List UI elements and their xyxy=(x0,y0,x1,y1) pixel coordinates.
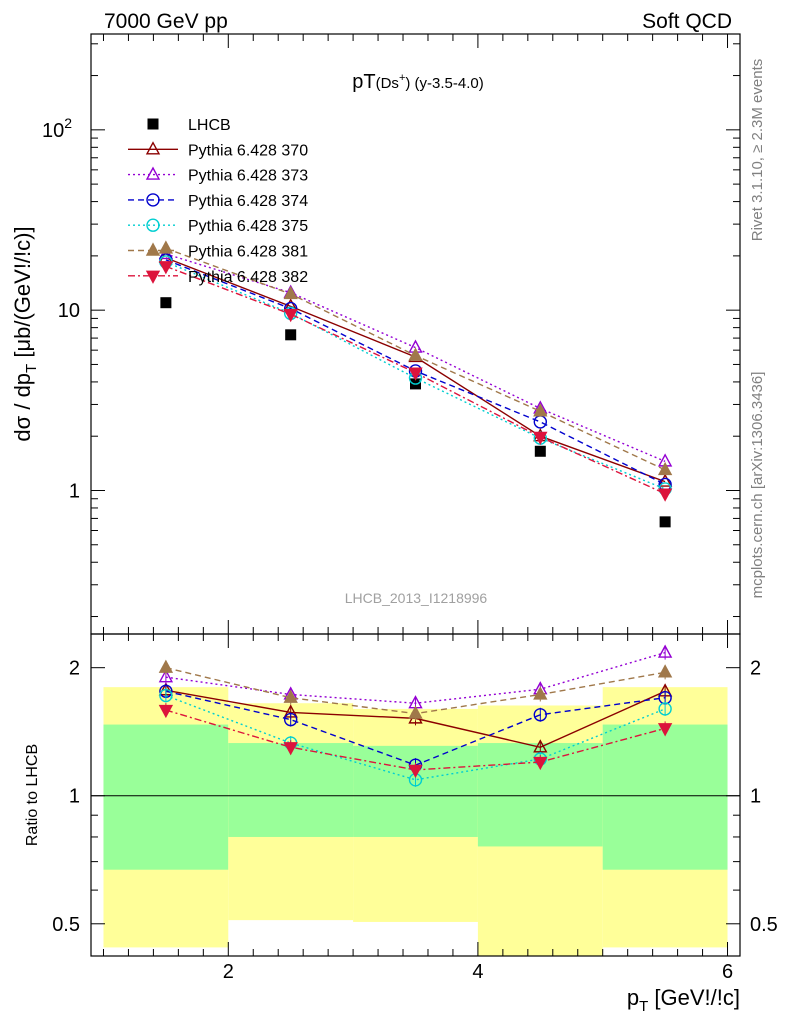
analysis-watermark: LHCB_2013_I1218996 xyxy=(345,590,488,606)
legend-label: Pythia 6.428 382 xyxy=(188,269,308,286)
data-point xyxy=(657,488,673,502)
legend-entry: Pythia 6.428 373 xyxy=(128,166,308,185)
ratio-y-tick-label-right: 0.5 xyxy=(750,914,778,936)
legend-marker xyxy=(145,242,161,256)
data-point xyxy=(533,431,548,446)
series-pythia-6-428-381 xyxy=(158,659,673,721)
data-point xyxy=(158,659,174,673)
plot-title: pT(Ds+) (y-3.5-4.0) xyxy=(352,71,483,93)
side-label-rivet: Rivet 3.1.10, ≥ 2.3M events xyxy=(749,59,766,242)
data-point xyxy=(657,473,673,487)
x-tick-label: 2 xyxy=(223,961,234,983)
legend-marker xyxy=(145,141,161,155)
data-point xyxy=(533,686,548,700)
ratio-y-axis-label: Ratio to LHCB xyxy=(24,744,41,846)
data-point xyxy=(534,445,546,457)
main-y-tick-label: 102 xyxy=(42,115,72,142)
data-point xyxy=(408,705,423,719)
data-point xyxy=(158,704,174,719)
data-point xyxy=(657,461,673,476)
legend-entry: LHCB xyxy=(147,117,231,134)
legend: LHCB Pythia 6.428 370 Pythia 6.428 373 Pyth… xyxy=(128,117,308,286)
legend-label: Pythia 6.428 374 xyxy=(188,193,308,210)
series-line xyxy=(165,253,666,463)
ratio-band-green xyxy=(228,743,354,837)
main-y-axis-label: dσ / dpT [μb/(GeV!/!c)] xyxy=(10,226,40,441)
main-y-tick-label: 1 xyxy=(69,480,80,502)
data-point xyxy=(159,688,173,703)
ratio-y-tick-label-right: 1 xyxy=(750,786,761,808)
legend-entry: Pythia 6.428 382 xyxy=(128,269,308,286)
data-point xyxy=(657,644,673,658)
data-point xyxy=(408,367,423,381)
legend-entry: Pythia 6.428 381 xyxy=(128,242,308,261)
main-series-group xyxy=(158,240,673,528)
ratio-band-green xyxy=(602,724,728,870)
legend-label: Pythia 6.428 370 xyxy=(188,142,308,159)
header-right: Soft QCD xyxy=(642,10,732,33)
legend-marker xyxy=(147,118,159,130)
data-point xyxy=(408,347,423,361)
x-tick-label: 4 xyxy=(472,961,483,983)
legend-label: Pythia 6.428 375 xyxy=(188,218,308,235)
legend-marker xyxy=(146,193,160,207)
x-tick-label: 6 xyxy=(722,961,733,983)
legend-marker xyxy=(145,166,161,180)
legend-label: LHCB xyxy=(188,117,231,134)
x-axis-label: pT [GeV!/!c] xyxy=(627,985,740,1015)
ratio-uncertainty-bands xyxy=(103,687,728,956)
data-point xyxy=(160,297,172,309)
data-point xyxy=(658,702,672,716)
side-label-mcplots: mcplots.cern.ch [arXiv:1306.3436] xyxy=(749,372,766,599)
legend-label: Pythia 6.428 381 xyxy=(188,244,308,261)
data-point xyxy=(158,240,174,254)
series-pythia-6-428-382 xyxy=(158,703,673,778)
data-point xyxy=(657,723,673,737)
data-point xyxy=(533,739,548,753)
data-point xyxy=(158,261,174,275)
legend-marker xyxy=(145,270,161,284)
data-point xyxy=(657,664,673,678)
series-lhcb xyxy=(160,297,671,528)
ratio-y-tick-label-left: 2 xyxy=(69,658,80,680)
legend-entry: Pythia 6.428 375 xyxy=(128,218,308,235)
series-pythia-6-428-373 xyxy=(158,644,673,711)
ratio-y-tick-label-right: 2 xyxy=(750,658,761,680)
data-point xyxy=(283,742,298,756)
series-pythia-6-428-382 xyxy=(158,261,673,502)
data-point xyxy=(283,712,298,727)
ratio-y-tick-label-left: 0.5 xyxy=(52,914,80,936)
data-point xyxy=(659,516,671,528)
legend-marker xyxy=(146,218,160,232)
data-point xyxy=(283,285,298,300)
data-point xyxy=(283,689,298,703)
ratio-band-green xyxy=(103,724,229,870)
data-point xyxy=(408,764,423,778)
ratio-panel-frame xyxy=(90,633,741,957)
ratio-y-tick-label-left: 1 xyxy=(69,786,80,808)
header-left: 7000 GeV pp xyxy=(104,10,228,33)
legend-entry: Pythia 6.428 374 xyxy=(128,193,308,210)
legend-entry: Pythia 6.428 370 xyxy=(128,141,308,159)
data-point xyxy=(283,308,298,323)
main-y-tick-label: 10 xyxy=(58,300,80,322)
ratio-series-group xyxy=(158,644,673,787)
data-point xyxy=(158,669,174,683)
legend-label: Pythia 6.428 373 xyxy=(188,168,308,185)
axis-ticks: 1 10 102 2 4 6 0.5 0.5 1 1 2 2 xyxy=(42,34,778,983)
data-point xyxy=(285,329,297,341)
data-point xyxy=(533,403,548,417)
data-point xyxy=(533,756,548,771)
data-point xyxy=(533,708,548,722)
series-line xyxy=(165,694,666,781)
data-point xyxy=(533,415,548,429)
